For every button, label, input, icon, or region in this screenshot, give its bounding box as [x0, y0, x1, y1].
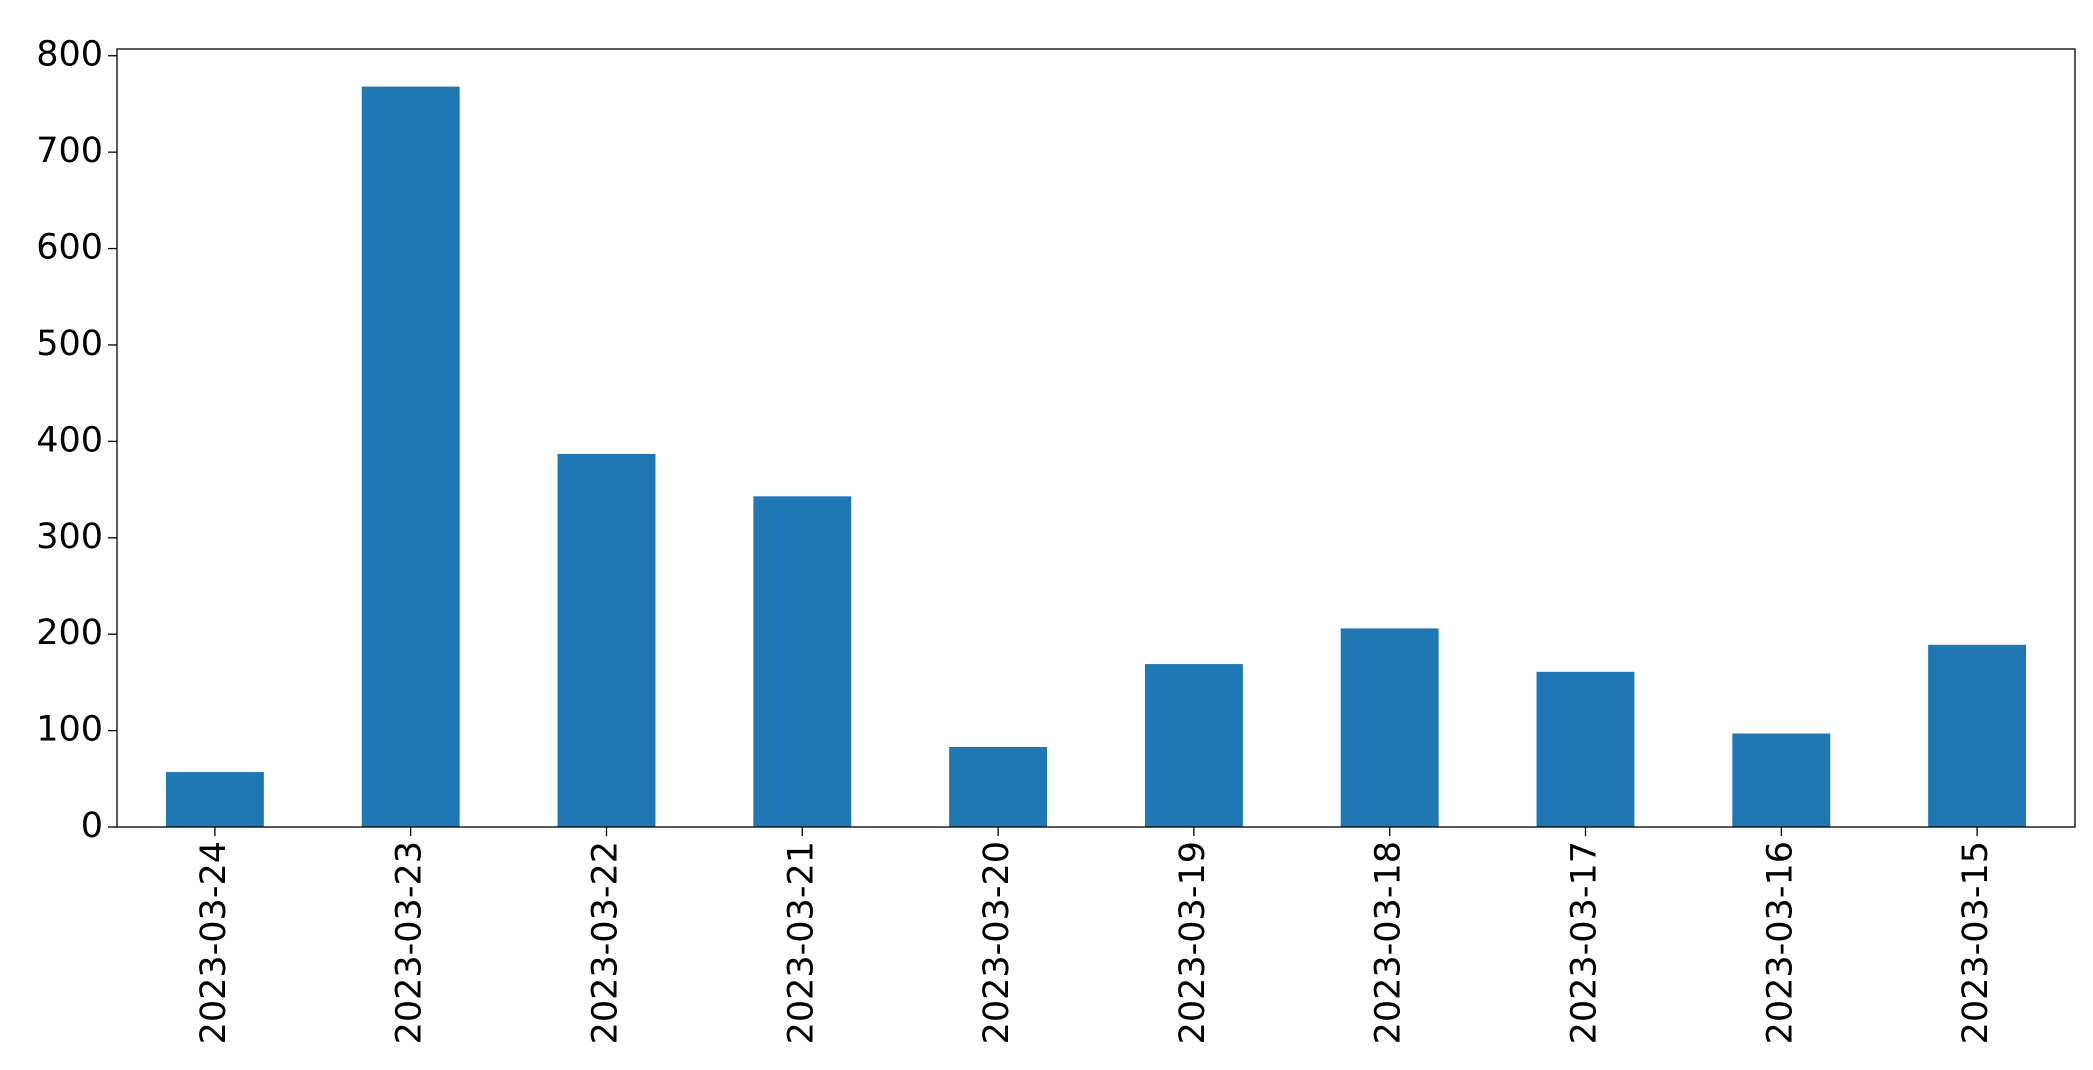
bar — [1536, 671, 1635, 827]
x-tick-label: 2023-03-20 — [977, 841, 1017, 1044]
plot-frame — [116, 48, 2076, 828]
bar — [1732, 733, 1831, 827]
y-tick-label: 700 — [36, 131, 103, 171]
x-tick-label: 2023-03-22 — [586, 841, 626, 1044]
y-tick-label: 400 — [36, 420, 103, 460]
x-tick-label: 2023-03-24 — [194, 841, 234, 1044]
x-tick-label: 2023-03-17 — [1565, 841, 1605, 1044]
bar — [557, 453, 656, 827]
y-tick-label: 200 — [36, 613, 103, 653]
y-tick-label: 0 — [81, 806, 103, 846]
y-tick-label: 100 — [36, 710, 103, 750]
x-tick-label: 2023-03-21 — [781, 841, 821, 1044]
x-tick-label: 2023-03-23 — [390, 841, 430, 1044]
x-tick-label: 2023-03-16 — [1760, 841, 1800, 1044]
bar — [1340, 628, 1439, 827]
x-tick-label: 2023-03-15 — [1956, 841, 1996, 1044]
x-tick-label: 2023-03-18 — [1369, 841, 1409, 1044]
bar — [949, 746, 1048, 827]
y-tick-label: 500 — [36, 324, 103, 364]
bar — [753, 496, 852, 827]
bar — [361, 86, 460, 827]
y-tick-label: 600 — [36, 228, 103, 268]
bar — [1144, 664, 1243, 827]
y-tick-label: 800 — [36, 35, 103, 75]
x-tick-label: 2023-03-19 — [1173, 841, 1213, 1044]
bar — [165, 772, 264, 827]
y-tick-label: 300 — [36, 517, 103, 557]
bar — [1928, 644, 2027, 827]
